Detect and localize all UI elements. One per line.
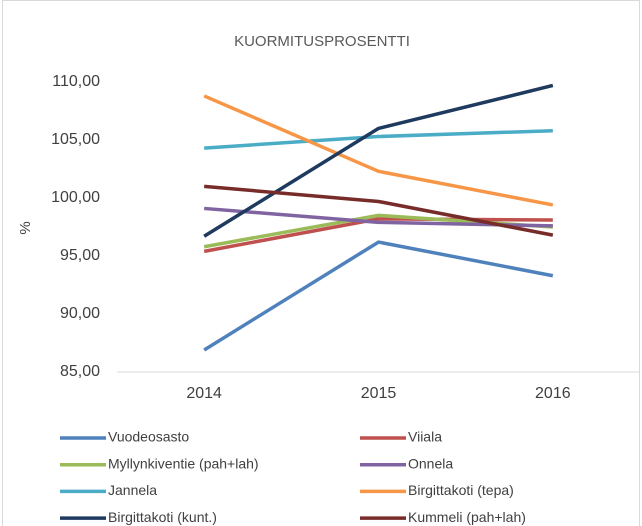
x-tick-label: 2014	[186, 385, 222, 402]
legend-label: Birgittakoti (kunt.)	[108, 509, 217, 525]
y-tick-label: 95,00	[60, 247, 100, 264]
legend-label: Onnela	[408, 455, 453, 471]
x-tick-label: 2015	[361, 385, 397, 402]
y-tick-label: 110,00	[52, 73, 100, 90]
legend-label: Birgittakoti (tepa)	[408, 482, 514, 498]
chart-title: KUORMITUSPROSENTTI	[234, 33, 410, 50]
series-line	[204, 128, 553, 150]
y-axis-label: %	[17, 221, 34, 234]
legend-label: Jannela	[108, 482, 157, 498]
y-tick-label: 85,00	[60, 363, 100, 380]
series-line	[203, 83, 554, 238]
legend-label: Viiala	[408, 429, 442, 445]
legend-label: Myllynkiventie (pah+lah)	[108, 455, 259, 471]
y-tick-label: 100,00	[51, 189, 100, 206]
y-tick-label: 105,00	[51, 131, 100, 148]
series-line	[204, 184, 554, 237]
legend-label: Kummeli (pah+lah)	[408, 509, 526, 525]
series-line	[203, 94, 554, 207]
legend-label: Vuodeosasto	[108, 429, 189, 445]
y-tick-label: 90,00	[60, 305, 100, 322]
series-line	[203, 217, 553, 254]
series-line	[203, 240, 554, 352]
x-tick-label: 2016	[535, 385, 571, 402]
